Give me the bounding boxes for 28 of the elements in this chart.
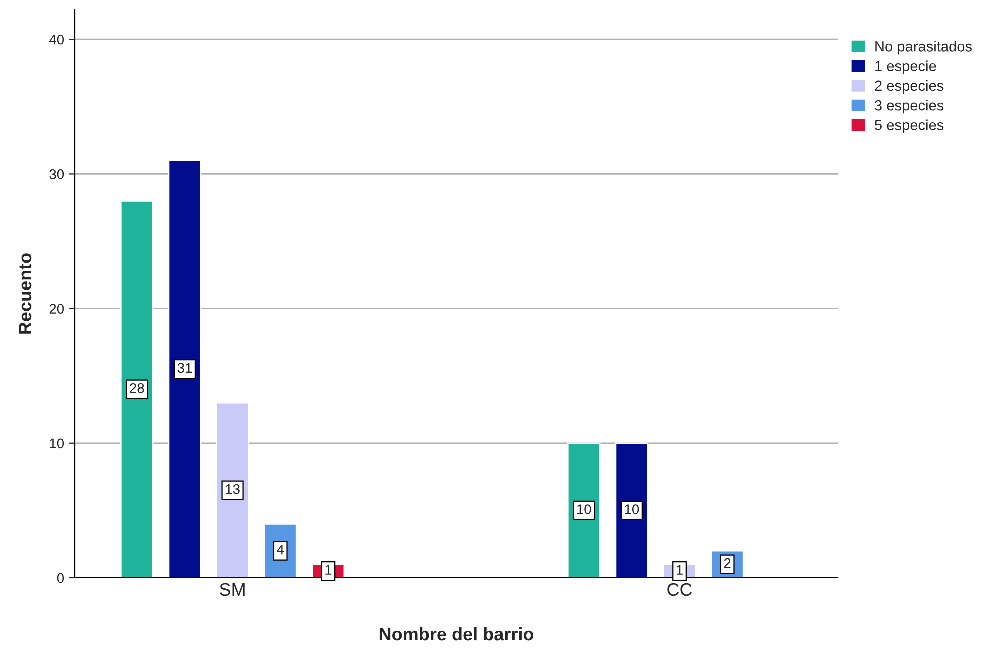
data-label: 1 xyxy=(326,565,332,575)
legend-label: 1 especie xyxy=(876,60,936,74)
y-tick-label: 0 xyxy=(57,573,64,584)
data-label: 10 xyxy=(577,504,592,514)
data-label: 10 xyxy=(625,504,640,514)
data-label: 4 xyxy=(277,545,284,555)
bar xyxy=(615,442,649,578)
data-label: 28 xyxy=(130,383,144,394)
data-label: 2 xyxy=(724,558,731,568)
legend-label: No parasitados xyxy=(876,41,972,55)
data-label: 1 xyxy=(676,565,683,575)
x-tick-label: CC xyxy=(668,583,692,596)
bar xyxy=(216,402,250,578)
x-tick-label: SM xyxy=(220,583,245,596)
legend-label: 5 especies xyxy=(875,120,944,134)
bar xyxy=(567,442,601,578)
bar xyxy=(120,200,154,578)
data-label: 31 xyxy=(178,363,192,374)
legend-label: 3 especies xyxy=(875,100,944,114)
legend-label: 2 especies xyxy=(875,80,944,94)
y-tick-label: 10 xyxy=(50,438,64,449)
y-tick-label: 20 xyxy=(50,304,64,314)
y-tick-label: 40 xyxy=(49,34,64,45)
y-tick-label: 30 xyxy=(50,170,64,180)
y-axis-title: Recuento xyxy=(19,254,32,334)
bar xyxy=(168,160,202,578)
x-axis-title: Nombre del barrio xyxy=(380,627,534,641)
data-label: 13 xyxy=(226,484,240,494)
